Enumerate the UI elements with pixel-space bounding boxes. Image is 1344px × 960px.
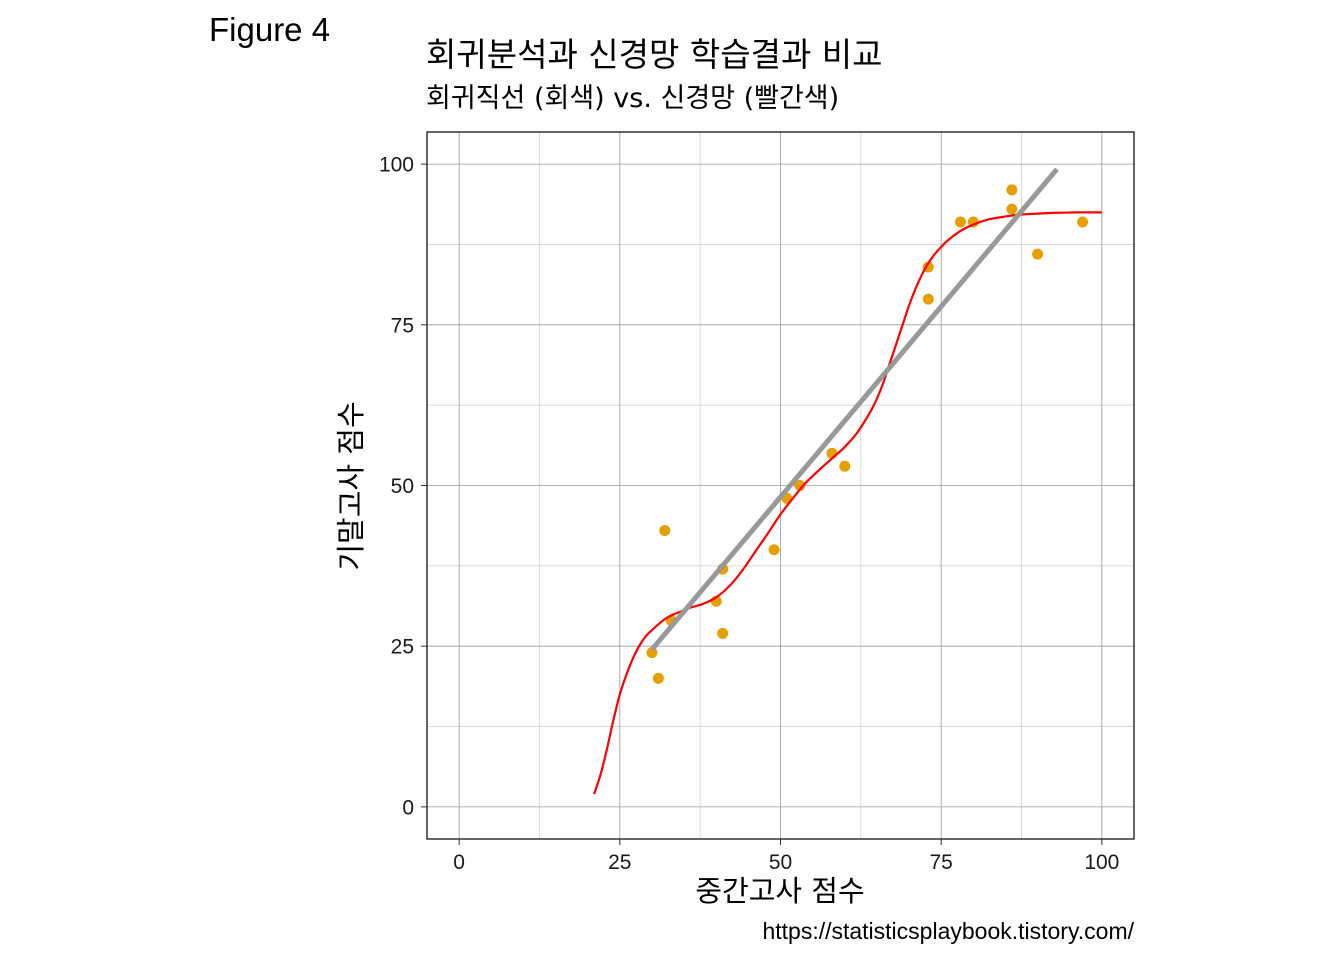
neural-net-curve xyxy=(593,211,1102,795)
series-layer xyxy=(593,167,1102,795)
source-caption: https://statisticsplaybook.tistory.com/ xyxy=(762,918,1134,944)
y-tick-label: 100 xyxy=(379,154,414,177)
y-axis-title: 기말고사 점수 xyxy=(334,401,368,570)
data-point xyxy=(922,293,934,305)
data-point xyxy=(839,460,851,472)
x-axis-ticks: 0 25 50 75 100 xyxy=(453,839,1119,874)
data-point xyxy=(659,524,671,536)
figure-label: Figure 4 xyxy=(209,11,331,48)
data-point xyxy=(717,627,729,639)
y-axis-ticks: 0 25 50 75 100 xyxy=(379,154,427,819)
x-tick-label: 25 xyxy=(608,851,631,874)
data-point xyxy=(1006,184,1018,196)
y-tick-label: 0 xyxy=(402,796,414,819)
data-point xyxy=(954,216,966,228)
x-tick-label: 75 xyxy=(930,851,953,874)
data-point xyxy=(1006,203,1018,215)
x-axis-title: 중간고사 점수 xyxy=(695,874,864,908)
y-tick-label: 50 xyxy=(391,475,414,498)
data-point xyxy=(794,480,806,491)
regression-line xyxy=(650,167,1059,652)
major-grid xyxy=(427,132,1134,839)
chart-title: 회귀분석과 신경망 학습결과 비교 xyxy=(426,35,883,74)
data-point xyxy=(768,544,780,556)
y-tick-label: 75 xyxy=(391,314,414,337)
data-point xyxy=(1032,248,1044,260)
chart-subtitle: 회귀직선 (회색) vs. 신경망 (빨간색) xyxy=(426,83,840,114)
y-tick-label: 25 xyxy=(391,636,414,659)
data-point xyxy=(1077,216,1089,228)
x-tick-label: 0 xyxy=(453,851,465,874)
x-tick-label: 100 xyxy=(1084,851,1119,874)
data-point xyxy=(652,672,664,684)
x-tick-label: 50 xyxy=(769,851,792,874)
